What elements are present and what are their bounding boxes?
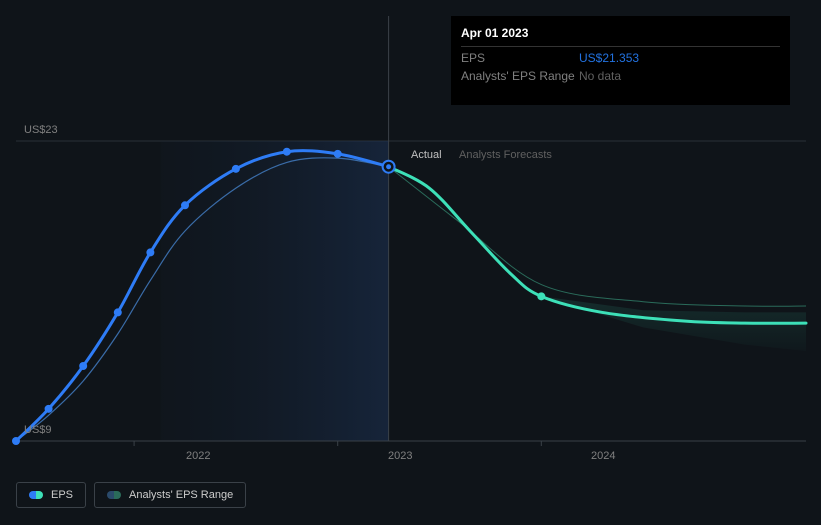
legend-item-range[interactable]: Analysts' EPS Range	[94, 482, 246, 508]
actual-region-label: Actual	[411, 149, 442, 161]
tooltip-value: US$21.353	[579, 51, 639, 65]
legend-label: EPS	[51, 489, 73, 501]
legend-label: Analysts' EPS Range	[129, 489, 233, 501]
tooltip-value: No data	[579, 69, 621, 83]
forecast-region-label: Analysts Forecasts	[459, 149, 552, 161]
x-axis-label-2023: 2023	[388, 450, 412, 462]
x-axis-label-2024: 2024	[591, 450, 615, 462]
tooltip-label: Analysts' EPS Range	[461, 69, 579, 83]
tooltip-row-range: Analysts' EPS Range No data	[461, 65, 780, 83]
y-axis-label-bottom: US$9	[24, 424, 52, 436]
legend-item-eps[interactable]: EPS	[16, 482, 86, 508]
tooltip-row-eps: EPS US$21.353	[461, 47, 780, 65]
legend-swatch	[107, 491, 121, 499]
chart-tooltip: Apr 01 2023 EPS US$21.353 Analysts' EPS …	[451, 16, 790, 105]
legend-swatch	[29, 491, 43, 499]
tooltip-date: Apr 01 2023	[461, 26, 780, 47]
chart-legend: EPS Analysts' EPS Range	[16, 482, 246, 508]
y-axis-label-top: US$23	[24, 124, 58, 136]
tooltip-label: EPS	[461, 51, 579, 65]
x-axis-label-2022: 2022	[186, 450, 210, 462]
